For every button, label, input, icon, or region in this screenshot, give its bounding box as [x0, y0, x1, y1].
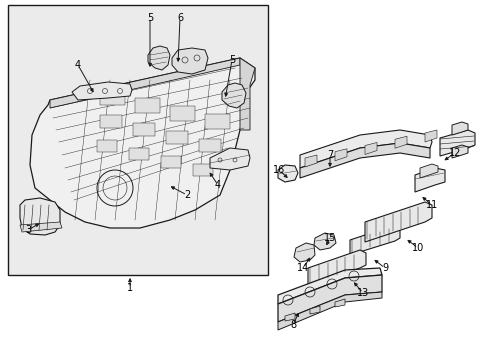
Polygon shape: [419, 164, 437, 178]
Polygon shape: [240, 58, 254, 130]
Text: 14: 14: [296, 263, 308, 273]
Bar: [100, 90, 125, 105]
Bar: [161, 156, 181, 168]
Polygon shape: [439, 130, 474, 156]
Bar: [135, 98, 160, 113]
Text: 11: 11: [425, 200, 437, 210]
Polygon shape: [307, 250, 365, 286]
Bar: [97, 140, 117, 152]
Text: 16: 16: [272, 165, 285, 175]
Bar: [133, 123, 155, 136]
Polygon shape: [50, 58, 240, 108]
Polygon shape: [334, 299, 345, 307]
Polygon shape: [349, 225, 399, 255]
Text: 5: 5: [228, 55, 235, 65]
Bar: [129, 148, 149, 160]
Bar: [100, 115, 122, 128]
Polygon shape: [424, 130, 436, 142]
Polygon shape: [30, 58, 254, 228]
Text: 13: 13: [356, 288, 368, 298]
Polygon shape: [72, 82, 132, 100]
Text: 7: 7: [326, 150, 332, 160]
Polygon shape: [364, 202, 431, 242]
Polygon shape: [451, 145, 467, 158]
Text: 5: 5: [146, 13, 153, 23]
Bar: [170, 106, 195, 121]
Polygon shape: [364, 143, 376, 154]
Polygon shape: [20, 222, 62, 232]
Polygon shape: [222, 83, 245, 108]
Text: 2: 2: [183, 190, 190, 200]
Polygon shape: [293, 243, 314, 262]
Polygon shape: [209, 148, 249, 170]
Text: 4: 4: [215, 180, 221, 190]
Polygon shape: [278, 268, 381, 304]
Bar: [193, 164, 213, 176]
Polygon shape: [278, 165, 297, 182]
Text: 12: 12: [448, 148, 460, 158]
Text: 3: 3: [25, 225, 31, 235]
Polygon shape: [299, 130, 431, 168]
Polygon shape: [299, 143, 429, 178]
Polygon shape: [172, 48, 207, 74]
Polygon shape: [334, 149, 346, 161]
Polygon shape: [394, 136, 406, 148]
Polygon shape: [309, 306, 319, 314]
Text: 9: 9: [381, 263, 387, 273]
Text: 6: 6: [177, 13, 183, 23]
Bar: [204, 114, 229, 129]
Polygon shape: [148, 46, 170, 70]
Polygon shape: [278, 292, 381, 330]
Bar: [165, 131, 187, 144]
Bar: [199, 139, 221, 152]
Text: 10: 10: [411, 243, 423, 253]
Text: 8: 8: [289, 320, 295, 330]
Polygon shape: [451, 122, 467, 135]
Polygon shape: [20, 198, 60, 235]
Text: 1: 1: [127, 283, 133, 293]
Text: 15: 15: [323, 233, 336, 243]
Text: 4: 4: [75, 60, 81, 70]
Polygon shape: [278, 275, 381, 322]
Polygon shape: [285, 313, 294, 321]
Polygon shape: [313, 233, 335, 250]
Bar: [8, 5, 267, 275]
Polygon shape: [305, 155, 316, 167]
Polygon shape: [414, 168, 444, 192]
